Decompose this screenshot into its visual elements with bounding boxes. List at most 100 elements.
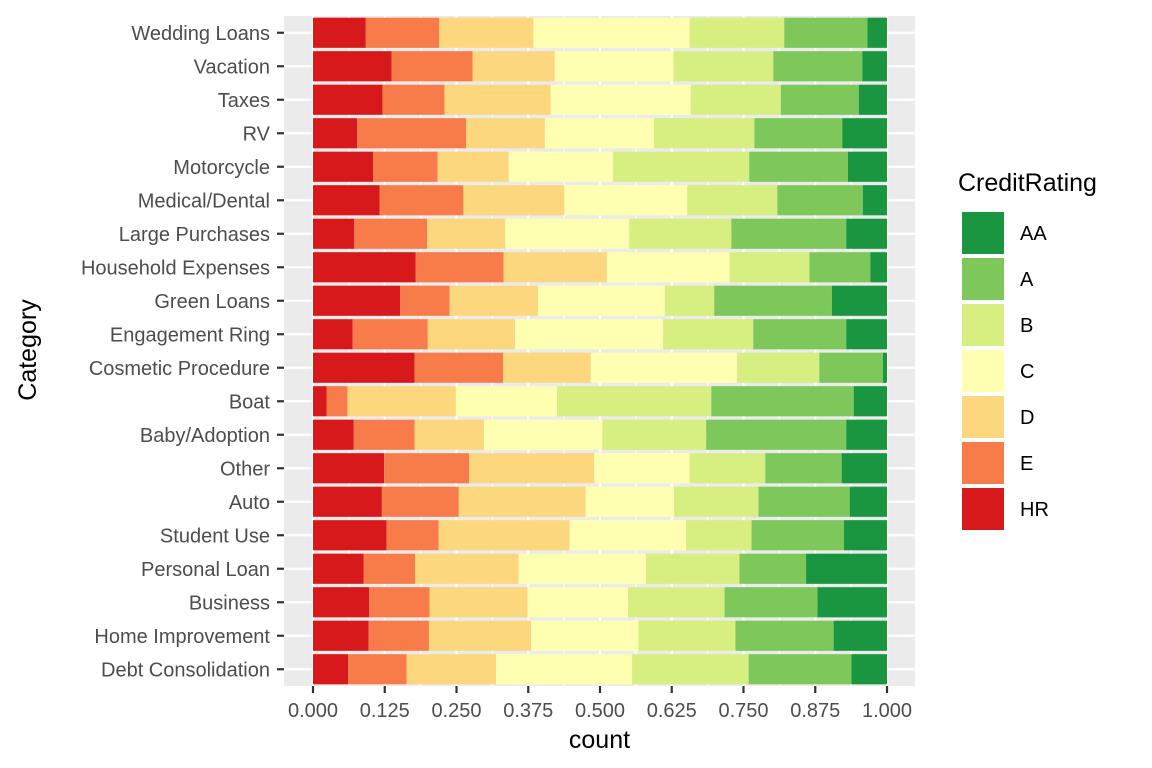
y-tick-label: Business [189,592,270,614]
bar-segment-e [381,486,459,517]
y-tick-label: Vacation [194,56,270,78]
bar-segment-b [613,151,750,182]
legend-swatch-a [962,258,1004,300]
bar-segment-c [585,486,675,517]
bar-segment-e [365,17,440,48]
bar-segment-hr [313,587,370,618]
bar-segment-d [427,319,516,350]
bar-segment-a [753,319,847,350]
bar-segment-a [819,352,883,383]
legend-label: AA [1020,223,1047,245]
bar-segment-aa [843,520,887,551]
bar-segment-a [749,151,848,182]
legend-swatch-b [962,304,1004,346]
bar-segment-a [714,285,832,316]
bar-segment-d [414,419,485,450]
y-tick-label: Medical/Dental [138,190,270,212]
y-tick-label: Green Loans [154,291,270,313]
bar-segment-aa [831,285,887,316]
bar-segment-hr [313,352,415,383]
x-tick-label: 0.875 [790,700,840,722]
bar-segment-e [386,520,439,551]
bar-segment-e [415,252,504,283]
bar-segment-a [724,587,818,618]
bar-segment-hr [313,453,385,484]
bar-segment-hr [313,218,355,249]
bar-segment-aa [841,453,887,484]
legend-swatch-c [962,350,1004,392]
bar-segment-b [729,252,810,283]
bar-segment-a [777,185,863,216]
bar-segment-b [687,185,778,216]
x-axis-title: count [569,726,630,754]
bar-segment-a [784,17,868,48]
bar-segment-c [544,118,654,149]
bar-segment-b [689,17,785,48]
x-tick-label: 0.375 [503,700,553,722]
bar-segment-hr [313,185,380,216]
bar-segment-hr [313,654,349,685]
bar-segment-c [550,84,691,115]
bar-segment-aa [867,17,887,48]
bar-segment-c [531,620,639,651]
bar-segment-d [438,520,570,551]
y-tick-label: Boat [229,391,271,413]
y-tick-label: Other [220,458,270,480]
bar-segment-e [379,185,464,216]
x-tick-label: 0.125 [360,700,410,722]
bar-segment-c [594,453,690,484]
bar-segment-e [363,553,416,584]
bar-segment-b [673,51,774,82]
legend-title: CreditRating [958,169,1097,197]
bar-segment-c [505,218,630,249]
bar-segment-d [472,51,555,82]
bar-segment-d [458,486,586,517]
bar-segment-e [400,285,450,316]
legend-label: A [1020,269,1034,291]
bar-segment-aa [847,151,887,182]
bar-segment-b [674,486,759,517]
bar-segment-e [391,51,473,82]
legend-swatch-hr [962,488,1004,530]
bar-segment-e [382,84,445,115]
bar-segment-d [437,151,509,182]
bar-segment-c [518,553,646,584]
bar-segment-hr [313,252,416,283]
x-tick-label: 1.000 [862,700,912,722]
bar-segment-c [606,252,730,283]
bar-segment-aa [833,620,887,651]
bar-segment-e [326,386,348,417]
bar-segment-hr [313,151,374,182]
bar-segment-b [556,386,712,417]
bar-segment-b [690,84,781,115]
bar-segment-aa [806,553,887,584]
bar-segment-b [664,285,715,316]
bar-segment-hr [313,285,401,316]
legend-swatch-e [962,442,1004,484]
bar-segment-hr [313,386,327,417]
bar-segment-aa [853,386,887,417]
y-tick-label: Wedding Loans [131,23,270,45]
bar-segment-d [449,285,539,316]
bar-segment-c [590,352,738,383]
bar-segment-d [444,84,551,115]
bar-segment-d [439,17,534,48]
y-tick-label: Auto [229,492,270,514]
bar-segment-c [455,386,557,417]
bar-segment-e [353,419,415,450]
bar-segment-c [554,51,674,82]
bar-segment-a [748,654,852,685]
bar-segment-a [711,386,854,417]
bar-segment-c [515,319,664,350]
bar-segment-b [645,553,740,584]
bar-segment-aa [817,587,887,618]
bar-segment-a [809,252,871,283]
bar-segment-d [466,118,545,149]
y-tick-label: Large Purchases [119,224,270,246]
bar-segment-c [527,587,629,618]
bar-segment-b [689,453,766,484]
bar-segment-a [735,620,834,651]
bar-segment-hr [313,17,366,48]
bar-segment-e [373,151,438,182]
x-tick-label: 0.500 [575,700,625,722]
